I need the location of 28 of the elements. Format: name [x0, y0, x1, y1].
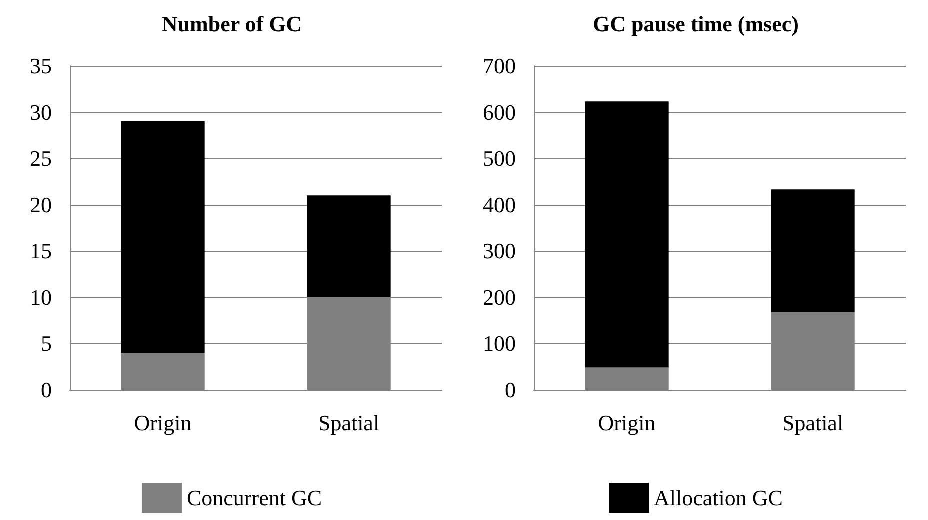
- y-tick-label: 10: [30, 284, 52, 310]
- x-tick-label: Origin: [598, 410, 656, 436]
- y-tick-label: 15: [30, 238, 52, 264]
- y-tick-label: 35: [30, 54, 52, 78]
- y-tick-label: 20: [30, 192, 52, 218]
- legend-label: Concurrent GC: [186, 486, 322, 510]
- x-tick-label: Spatial: [782, 410, 844, 436]
- y-tick-label: 600: [483, 100, 516, 125]
- y-tick-label: 30: [30, 100, 52, 125]
- bar: [585, 102, 669, 368]
- chart-title: GC pause time (msec): [593, 12, 799, 36]
- y-tick-label: 0: [41, 378, 52, 402]
- y-tick-label: 5: [41, 331, 52, 356]
- y-tick-label: 200: [483, 284, 516, 310]
- y-tick-label: 300: [483, 238, 516, 264]
- y-tick-label: 0: [505, 378, 516, 402]
- y-tick-label: 25: [30, 146, 52, 172]
- bar: [771, 190, 855, 312]
- y-tick-label: 100: [483, 331, 516, 356]
- chart-title: Number of GC: [162, 12, 302, 36]
- legend-label: Allocation GC: [654, 486, 783, 510]
- y-tick-label: 400: [483, 192, 516, 218]
- x-tick-label: Origin: [134, 410, 192, 436]
- bar: [307, 196, 391, 298]
- x-tick-label: Spatial: [318, 410, 380, 436]
- bar: [121, 122, 205, 353]
- y-tick-label: 500: [483, 146, 516, 172]
- y-tick-label: 700: [483, 54, 516, 78]
